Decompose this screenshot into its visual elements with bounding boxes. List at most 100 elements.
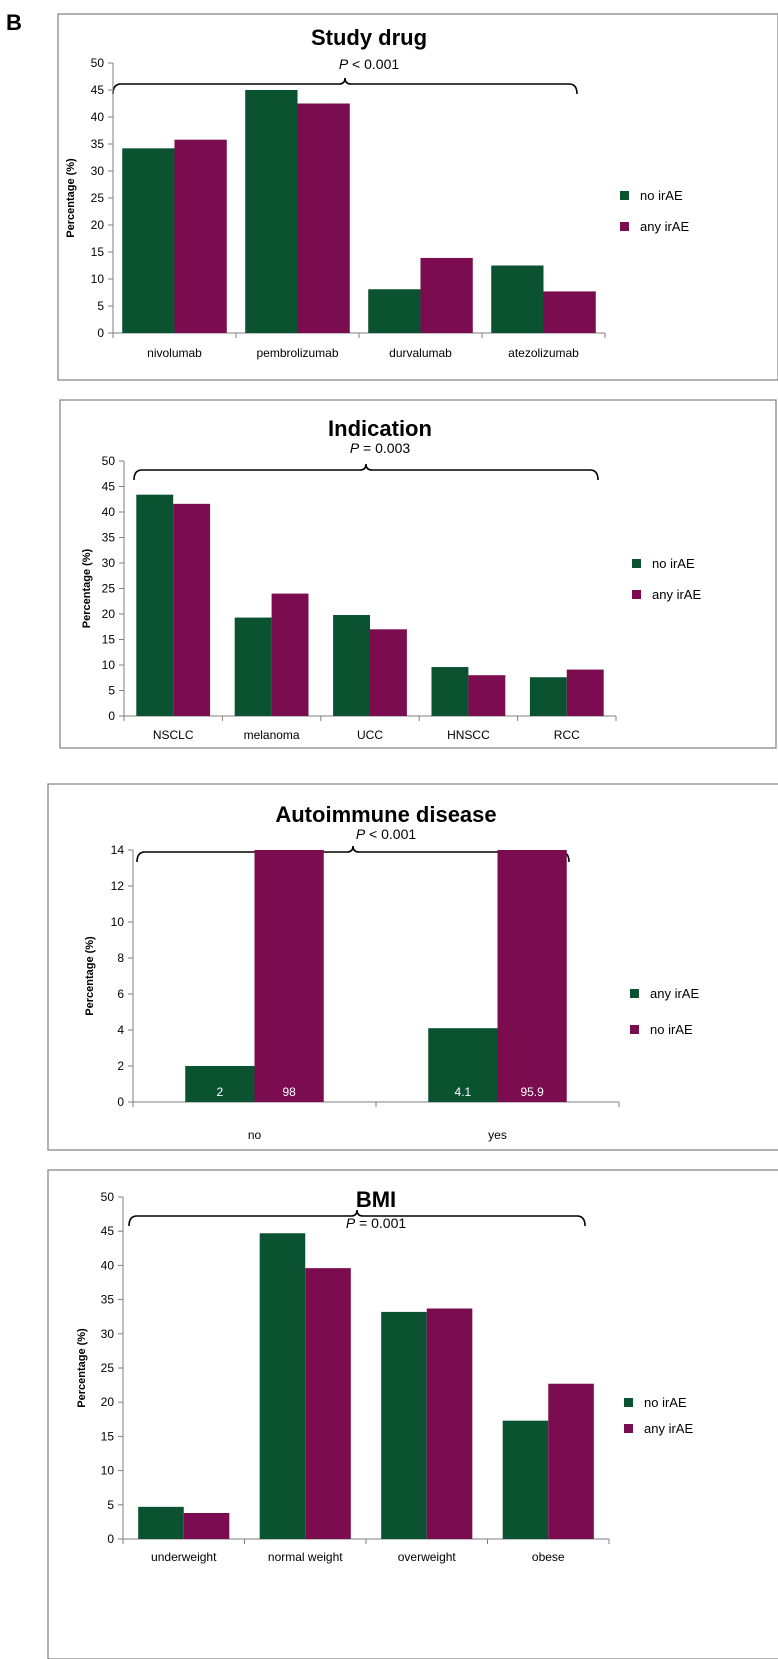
significance-brace (112, 77, 578, 95)
y-tick-label: 40 (101, 1258, 115, 1272)
chart-frame (47, 783, 778, 1151)
y-tick-label: 30 (101, 1327, 115, 1341)
chart-title: Indication (328, 416, 432, 441)
p-value: P = 0.003 (350, 440, 411, 456)
bar (431, 667, 469, 716)
y-tick-label: 0 (108, 709, 115, 723)
x-tick-label: obese (532, 1550, 565, 1564)
bar (529, 677, 567, 716)
y-tick-label: 5 (107, 1498, 114, 1512)
data-label: 98 (282, 1085, 296, 1099)
chart-title: Study drug (311, 25, 427, 50)
y-tick-label: 10 (91, 272, 105, 286)
data-label: 4.1 (455, 1085, 472, 1099)
bar (370, 629, 407, 716)
bar (271, 593, 309, 716)
y-tick-label: 30 (102, 556, 116, 570)
bar (183, 1513, 230, 1539)
bar (259, 1233, 306, 1539)
bar (138, 1506, 184, 1539)
y-tick-label: 8 (117, 951, 124, 965)
bar (428, 1028, 498, 1102)
x-tick-label: durvalumab (389, 346, 452, 360)
legend-label: no irAE (652, 556, 695, 571)
y-tick-label: 5 (97, 299, 104, 313)
bar (122, 148, 175, 333)
bar (468, 675, 506, 716)
bar (566, 669, 604, 716)
legend-swatch (632, 559, 641, 568)
bar (297, 103, 350, 333)
legend-swatch (624, 1398, 633, 1407)
y-tick-label: 12 (111, 879, 125, 893)
y-tick-label: 4 (117, 1023, 124, 1037)
x-tick-label: UCC (357, 728, 383, 742)
legend-swatch (630, 1025, 639, 1034)
significance-brace (133, 463, 599, 481)
bar (174, 139, 227, 333)
bar (305, 1268, 351, 1539)
y-tick-label: 10 (102, 658, 116, 672)
legend-swatch (620, 222, 629, 231)
y-tick-label: 30 (91, 164, 105, 178)
y-tick-label: 15 (102, 633, 116, 647)
legend-label: any irAE (652, 587, 701, 602)
x-tick-label: atezolizumab (508, 346, 579, 360)
y-tick-label: 40 (91, 110, 105, 124)
y-tick-label: 15 (91, 245, 105, 259)
y-tick-label: 45 (102, 480, 116, 494)
bar (426, 1308, 473, 1539)
y-tick-label: 45 (101, 1224, 115, 1238)
y-axis-label: Percentage (%) (84, 936, 96, 1016)
x-tick-label: NSCLC (153, 728, 194, 742)
x-tick-label: nivolumab (147, 346, 202, 360)
legend-swatch (630, 989, 639, 998)
x-tick-label: HNSCC (447, 728, 490, 742)
x-tick-label: overweight (398, 1550, 457, 1564)
x-tick-label: RCC (554, 728, 580, 742)
legend-label: no irAE (650, 1022, 693, 1037)
significance-brace (128, 1209, 586, 1227)
y-tick-label: 5 (108, 684, 115, 698)
bar (543, 291, 596, 333)
bar (548, 1383, 594, 1539)
y-tick-label: 50 (102, 454, 116, 468)
legend-label: no irAE (640, 188, 683, 203)
y-tick-label: 6 (117, 987, 124, 1001)
y-tick-label: 20 (91, 218, 105, 232)
y-tick-label: 10 (101, 1464, 115, 1478)
legend-label: no irAE (644, 1395, 687, 1410)
bar (368, 289, 421, 333)
x-tick-label: pembrolizumab (256, 346, 338, 360)
bar (245, 90, 298, 333)
y-tick-label: 20 (101, 1395, 115, 1409)
y-tick-label: 0 (117, 1095, 124, 1109)
y-tick-label: 20 (102, 607, 116, 621)
y-axis-label: Percentage (%) (65, 158, 77, 238)
bar (497, 850, 567, 1102)
bar (234, 617, 272, 716)
bar (173, 503, 211, 716)
y-tick-label: 0 (97, 326, 104, 340)
chart-frame (47, 1169, 778, 1659)
p-value: P < 0.001 (356, 826, 417, 842)
x-tick-label: no (248, 1128, 262, 1142)
legend-label: any irAE (640, 219, 689, 234)
p-value: P < 0.001 (339, 56, 400, 72)
y-tick-label: 35 (91, 137, 105, 151)
bar (185, 1066, 255, 1102)
bar (381, 1311, 427, 1539)
chart-frame (59, 399, 777, 749)
y-tick-label: 25 (101, 1361, 115, 1375)
chart-4: BMI P = 0.001 0 5 10 15 20 25 30 35 40 45 50 Percenta… (47, 1169, 778, 1659)
legend-label: any irAE (650, 986, 699, 1001)
chart-frame (57, 13, 778, 381)
x-tick-label: yes (488, 1128, 507, 1142)
y-axis-label: Percentage (%) (76, 1328, 88, 1408)
y-tick-label: 10 (111, 915, 125, 929)
y-tick-label: 35 (101, 1293, 115, 1307)
data-label: 95.9 (520, 1085, 544, 1099)
x-tick-label: underweight (151, 1550, 217, 1564)
